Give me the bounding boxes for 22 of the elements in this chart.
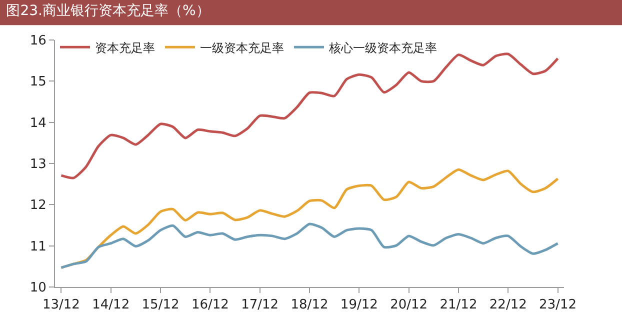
legend-label: 核心一级资本充足率 [328,40,437,55]
legend-label: 一级资本充足率 [200,40,284,55]
legend-label: 资本充足率 [95,40,155,55]
x-tick-label: 18/12 [290,298,328,313]
y-tick-label: 14 [30,116,46,131]
x-tick-label: 21/12 [440,298,478,313]
x-tick-label: 16/12 [191,298,229,313]
y-tick-label: 16 [30,34,46,49]
y-tick-label: 11 [30,239,46,254]
x-tick-label: 19/12 [340,298,378,313]
x-tick-label: 20/12 [390,298,428,313]
x-tick-label: 22/12 [489,298,527,313]
y-tick-label: 13 [30,157,46,172]
y-tick-label: 10 [30,280,46,296]
x-tick-label: 17/12 [241,298,279,313]
x-tick-label: 23/12 [539,298,577,313]
y-tick-label: 15 [30,74,46,90]
x-tick-label: 14/12 [92,298,130,313]
x-tick-label: 13/12 [42,298,80,313]
y-tick-label: 12 [30,198,46,214]
x-tick-label: 15/12 [142,298,180,313]
chart-title: 图23.商业银行资本充足率（%） [6,2,210,19]
